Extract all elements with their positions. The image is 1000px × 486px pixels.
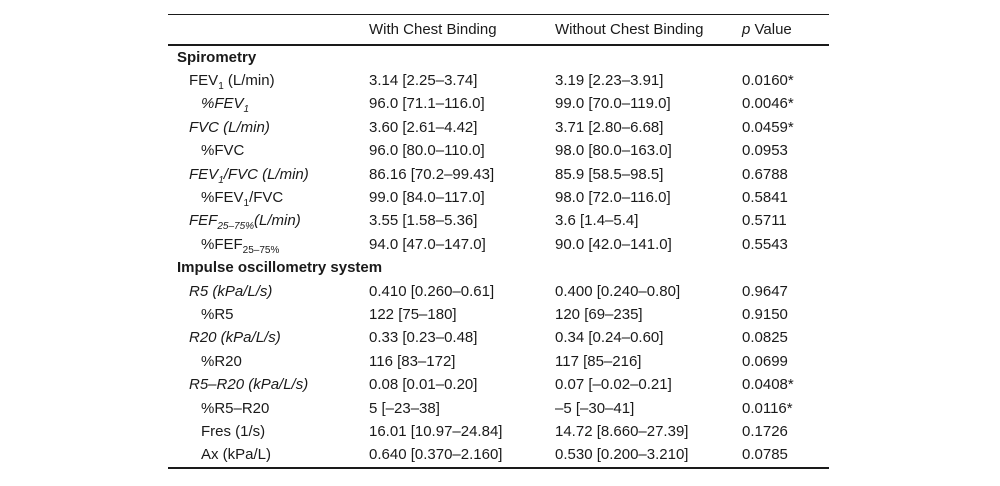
table-row: Fres (1/s) 16.01 [10.97–24.84] 14.72 [8.66… bbox=[168, 420, 829, 443]
p-value: 0.5841 bbox=[742, 189, 788, 207]
row-label: %FVC bbox=[201, 142, 245, 160]
p-value: 0.6788 bbox=[742, 165, 788, 183]
table-row: R5–R20 (kPa/L/s) 0.08 [0.01–0.20] 0.07 [–0… bbox=[168, 373, 829, 396]
section-label: Impulse oscillometry system bbox=[177, 259, 383, 277]
without-binding-value: 0.07 [–0.02–0.21] bbox=[555, 376, 672, 394]
with-binding-value: 86.16 [70.2–99.43] bbox=[369, 165, 495, 183]
section-label: Spirometry bbox=[177, 48, 257, 66]
table-row: %R5–R20 5 [–23–38] –5 [–30–41] 0.0116* bbox=[168, 396, 829, 419]
without-binding-value: 85.9 [58.5–98.5] bbox=[555, 165, 664, 183]
with-binding-value: 122 [75–180] bbox=[369, 305, 457, 323]
with-binding-value: 0.08 [0.01–0.20] bbox=[369, 376, 478, 394]
with-binding-value: 94.0 [47.0–147.0] bbox=[369, 235, 486, 253]
without-binding-value: 0.530 [0.200–3.210] bbox=[555, 446, 689, 464]
p-value: 0.1726 bbox=[742, 422, 788, 440]
row-label: R5–R20 (kPa/L/s) bbox=[189, 376, 309, 394]
p-value-symbol: p bbox=[742, 20, 751, 38]
table-row: %FVC 96.0 [80.0–110.0] 98.0 [80.0–163.0] 0.… bbox=[168, 139, 829, 162]
table-row: %R20 116 [83–172] 117 [85–216] 0.0699 bbox=[168, 350, 829, 373]
p-value: 0.0116* bbox=[742, 399, 793, 417]
p-value: 0.0408* bbox=[742, 376, 794, 394]
row-label: R20 (kPa/L/s) bbox=[189, 329, 281, 347]
header-parameter bbox=[168, 15, 369, 45]
without-binding-value: 98.0 [72.0–116.0] bbox=[555, 189, 671, 207]
row-label: FEF25–75%(L/min) bbox=[189, 212, 301, 233]
without-binding-value: 3.71 [2.80–6.68] bbox=[555, 118, 664, 136]
row-label: FEV1/FVC (L/min) bbox=[189, 165, 309, 186]
p-value: 0.9150 bbox=[742, 305, 788, 323]
header-row: With Chest Binding Without Chest Binding… bbox=[168, 15, 829, 45]
with-binding-value: 96.0 [80.0–110.0] bbox=[369, 142, 485, 160]
table-row: %FEF25–75% 94.0 [47.0–147.0] 90.0 [42.0–14… bbox=[168, 233, 829, 256]
row-label: %R20 bbox=[201, 352, 242, 370]
without-binding-value: 3.19 [2.23–3.91] bbox=[555, 72, 664, 90]
row-label: %R5 bbox=[201, 305, 234, 323]
table-row: %R5 122 [75–180] 120 [69–235] 0.9150 bbox=[168, 303, 829, 326]
row-label: Ax (kPa/L) bbox=[201, 446, 272, 464]
p-value: 0.0825 bbox=[742, 329, 788, 347]
without-binding-value: 90.0 [42.0–141.0] bbox=[555, 235, 672, 253]
without-binding-value: 98.0 [80.0–163.0] bbox=[555, 142, 672, 160]
p-value: 0.0046* bbox=[742, 95, 794, 113]
table-body: Spirometry FEV1 (L/min) 3.14 [2.25–3.74] 3.… bbox=[168, 45, 829, 468]
table-row: Ax (kPa/L) 0.640 [0.370–2.160] 0.530 [0.20… bbox=[168, 443, 829, 467]
without-binding-value: 14.72 [8.660–27.39] bbox=[555, 422, 689, 440]
p-value: 0.9647 bbox=[742, 282, 788, 300]
without-binding-value: 120 [69–235] bbox=[555, 305, 643, 323]
with-binding-value: 3.14 [2.25–3.74] bbox=[369, 72, 478, 90]
p-value: 0.5711 bbox=[742, 212, 787, 230]
with-binding-value: 3.55 [1.58–5.36] bbox=[369, 212, 478, 230]
row-label: Fres (1/s) bbox=[201, 422, 266, 440]
p-value: 0.5543 bbox=[742, 235, 788, 253]
with-binding-value: 116 [83–172] bbox=[369, 352, 456, 370]
with-binding-value: 0.33 [0.23–0.48] bbox=[369, 329, 478, 347]
section-row: Impulse oscillometry system bbox=[168, 256, 829, 279]
table-row: R5 (kPa/L/s) 0.410 [0.260–0.61] 0.400 [0.2… bbox=[168, 279, 829, 302]
row-label: FEV1 (L/min) bbox=[189, 72, 275, 93]
without-binding-value: 3.6 [1.4–5.4] bbox=[555, 212, 639, 230]
p-value: 0.0785 bbox=[742, 446, 788, 464]
table-row: %FEV1 96.0 [71.1–116.0] 99.0 [70.0–119.0] 0… bbox=[168, 92, 829, 115]
p-value: 0.0459* bbox=[742, 118, 794, 136]
with-binding-value: 0.410 [0.260–0.61] bbox=[369, 282, 495, 300]
with-binding-value: 16.01 [10.97–24.84] bbox=[369, 422, 503, 440]
row-label: %FEV1/FVC bbox=[201, 189, 284, 210]
without-binding-value: 117 [85–216] bbox=[555, 352, 642, 370]
p-value-word: Value bbox=[750, 20, 792, 38]
with-binding-value: 0.640 [0.370–2.160] bbox=[369, 446, 503, 464]
with-binding-value: 5 [–23–38] bbox=[369, 399, 440, 417]
header-p-value: p Value bbox=[742, 15, 829, 45]
results-table-container: With Chest Binding Without Chest Binding… bbox=[168, 14, 829, 469]
with-binding-value: 3.60 [2.61–4.42] bbox=[369, 118, 478, 136]
with-binding-value: 99.0 [84.0–117.0] bbox=[369, 189, 485, 207]
without-binding-value: 99.0 [70.0–119.0] bbox=[555, 95, 671, 113]
p-value: 0.0699 bbox=[742, 352, 788, 370]
row-label: R5 (kPa/L/s) bbox=[189, 282, 273, 300]
table-row: FEF25–75%(L/min) 3.55 [1.58–5.36] 3.6 [1.4… bbox=[168, 209, 829, 232]
header-with-chest-binding: With Chest Binding bbox=[369, 20, 497, 38]
without-binding-value: 0.400 [0.240–0.80] bbox=[555, 282, 681, 300]
table-row: FEV1 (L/min) 3.14 [2.25–3.74] 3.19 [2.23–3… bbox=[168, 69, 829, 92]
table-row: FVC (L/min) 3.60 [2.61–4.42] 3.71 [2.80–6.… bbox=[168, 116, 829, 139]
results-table: With Chest Binding Without Chest Binding… bbox=[168, 14, 829, 469]
table-row: R20 (kPa/L/s) 0.33 [0.23–0.48] 0.34 [0.24–… bbox=[168, 326, 829, 349]
table-row: %FEV1/FVC 99.0 [84.0–117.0] 98.0 [72.0–116… bbox=[168, 186, 829, 209]
table-row: FEV1/FVC (L/min) 86.16 [70.2–99.43] 85.9 [… bbox=[168, 162, 829, 186]
row-label: %FEV1 bbox=[201, 95, 250, 116]
row-label: FVC (L/min) bbox=[189, 118, 270, 136]
row-label: %FEF25–75% bbox=[201, 235, 280, 256]
row-label: %R5–R20 bbox=[201, 399, 270, 417]
with-binding-value: 96.0 [71.1–116.0] bbox=[369, 95, 485, 113]
p-value: 0.0160* bbox=[742, 72, 794, 90]
without-binding-value: –5 [–30–41] bbox=[555, 399, 635, 417]
header-without-chest-binding: Without Chest Binding bbox=[555, 20, 704, 38]
section-row: Spirometry bbox=[168, 45, 829, 69]
without-binding-value: 0.34 [0.24–0.60] bbox=[555, 329, 664, 347]
p-value: 0.0953 bbox=[742, 142, 788, 160]
